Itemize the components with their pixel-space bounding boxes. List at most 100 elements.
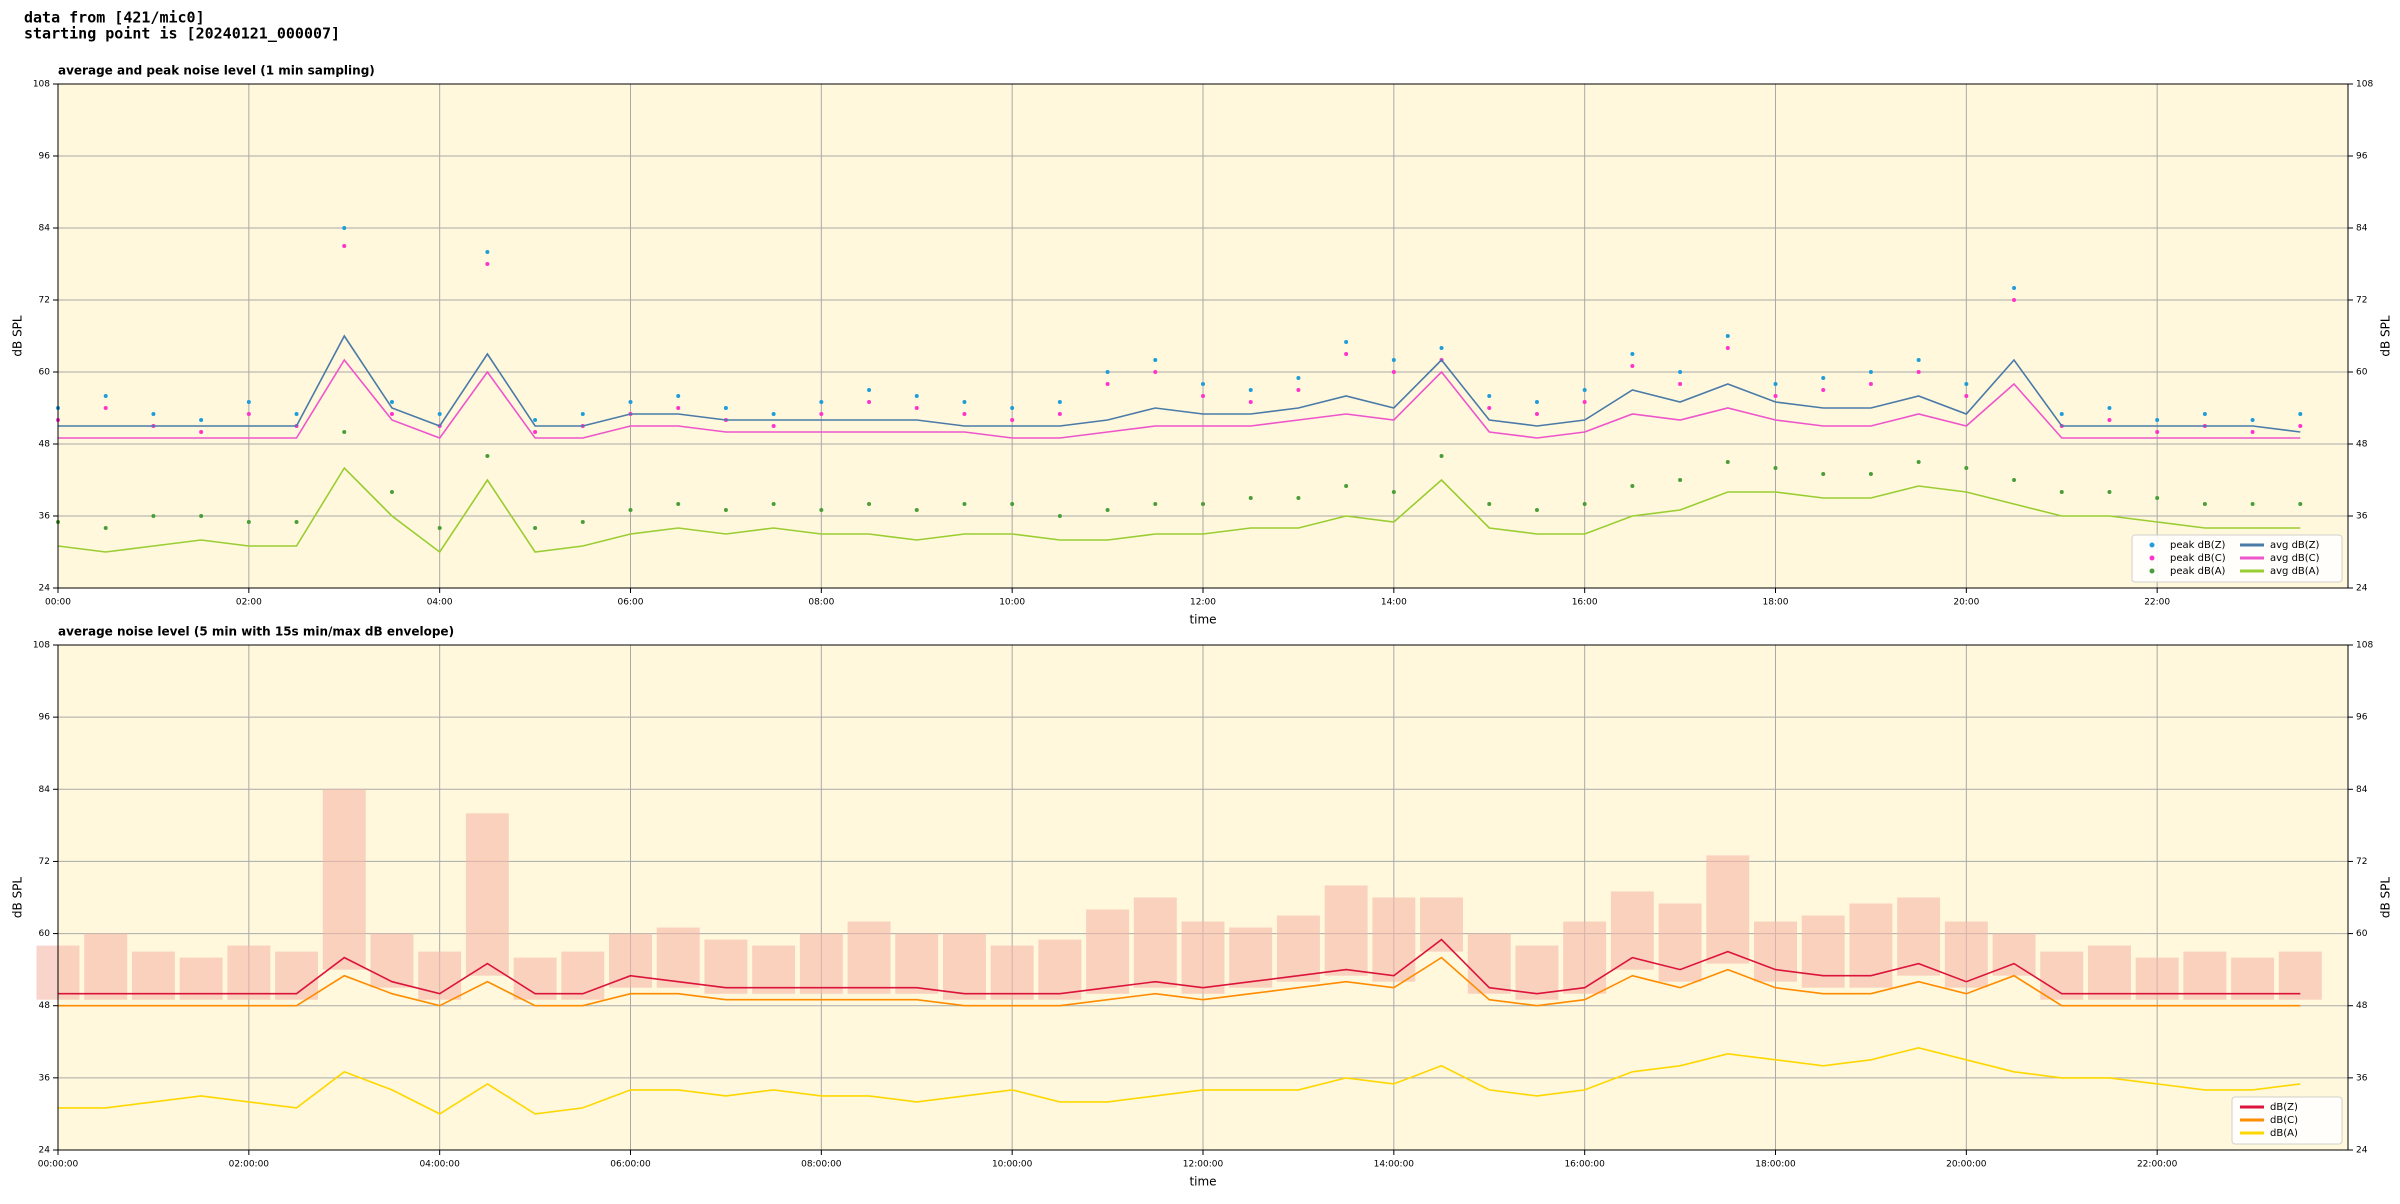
peak-point bbox=[1916, 358, 1921, 362]
envelope-band bbox=[2135, 957, 2179, 1000]
peak-point bbox=[1487, 394, 1492, 398]
x-tick-label: 20:00:00 bbox=[1946, 1160, 1987, 1170]
y-tick-label: 84 bbox=[39, 224, 51, 234]
peak-point bbox=[723, 508, 728, 512]
peak-point bbox=[1821, 376, 1826, 380]
peak-point bbox=[1487, 406, 1492, 410]
envelope-band bbox=[799, 933, 843, 994]
envelope-band bbox=[1038, 939, 1082, 1000]
envelope-band bbox=[179, 957, 223, 1000]
peak-point bbox=[580, 412, 585, 416]
x-tick-label: 14:00 bbox=[1381, 598, 1407, 608]
peak-point bbox=[199, 514, 204, 518]
x-tick-label: 14:00:00 bbox=[1374, 1160, 1415, 1170]
peak-point bbox=[1344, 352, 1349, 356]
x-tick-label: 04:00:00 bbox=[419, 1160, 460, 1170]
peak-point bbox=[1010, 406, 1015, 410]
peak-point bbox=[1201, 394, 1205, 398]
envelope-band bbox=[465, 813, 509, 976]
peak-point bbox=[389, 490, 394, 494]
envelope-band bbox=[131, 951, 175, 1000]
x-tick-label: 00:00:00 bbox=[38, 1160, 79, 1170]
peak-point bbox=[1439, 454, 1444, 458]
peak-point bbox=[1296, 376, 1301, 380]
x-tick-label: 08:00 bbox=[808, 598, 834, 608]
legend-label: avg dB(C) bbox=[2270, 553, 2320, 564]
envelope-band bbox=[227, 945, 271, 1000]
peak-point bbox=[1487, 502, 1492, 506]
peak-point bbox=[2202, 502, 2207, 506]
peak-point bbox=[2298, 412, 2303, 416]
legend-swatch bbox=[2149, 555, 2155, 561]
envelope-band bbox=[1181, 921, 1225, 994]
x-tick-label: 22:00 bbox=[2144, 598, 2170, 608]
y-tick-label: 72 bbox=[2356, 296, 2367, 306]
peak-point bbox=[1725, 346, 1730, 350]
peak-point bbox=[1821, 472, 1826, 476]
envelope-band bbox=[2278, 951, 2322, 1000]
x-tick-label: 18:00:00 bbox=[1755, 1160, 1796, 1170]
y-tick-label: 48 bbox=[2356, 440, 2368, 450]
legend-label: peak dB(C) bbox=[2170, 553, 2226, 564]
peak-point bbox=[294, 520, 299, 524]
peak-point bbox=[1296, 496, 1301, 500]
peak-point bbox=[1868, 472, 1873, 476]
x-axis-label: time bbox=[1189, 1175, 1216, 1189]
envelope-band bbox=[1324, 885, 1368, 976]
y-tick-label: 48 bbox=[39, 1001, 51, 1011]
peak-point bbox=[1678, 478, 1683, 482]
x-axis-label: time bbox=[1189, 613, 1216, 627]
peak-point bbox=[1582, 502, 1587, 506]
series-line bbox=[57, 466, 2301, 554]
peak-point bbox=[1105, 370, 1110, 374]
peak-point bbox=[1105, 508, 1110, 512]
envelope-band bbox=[2040, 951, 2084, 1000]
x-tick-label: 02:00:00 bbox=[229, 1160, 270, 1170]
peak-point bbox=[1391, 358, 1396, 362]
peak-point bbox=[867, 400, 872, 404]
y-tick-label: 60 bbox=[2356, 368, 2368, 378]
peak-point bbox=[1010, 418, 1015, 422]
legend-label: peak dB(A) bbox=[2170, 566, 2226, 577]
y-tick-label: 36 bbox=[2356, 1073, 2368, 1083]
peak-point bbox=[771, 424, 776, 428]
y-tick-label: 24 bbox=[2356, 584, 2368, 594]
envelope-band bbox=[418, 951, 462, 1000]
y-axis-label: dB SPL bbox=[11, 877, 25, 919]
peak-point bbox=[1201, 382, 1205, 386]
peak-point bbox=[2012, 286, 2017, 290]
series-line bbox=[58, 1046, 2301, 1115]
envelope-band bbox=[609, 933, 652, 988]
y-tick-label: 60 bbox=[2356, 929, 2368, 939]
peak-point bbox=[2012, 298, 2017, 302]
envelope-band bbox=[847, 921, 891, 994]
plot-frame bbox=[57, 83, 2349, 589]
peak-point bbox=[1391, 370, 1396, 374]
peak-point bbox=[628, 400, 633, 404]
envelope-band bbox=[1515, 945, 1559, 1000]
y-tick-label: 84 bbox=[2356, 785, 2368, 795]
envelope-band bbox=[704, 939, 748, 994]
peak-point bbox=[1773, 394, 1778, 398]
x-tick-label: 04:00 bbox=[427, 598, 453, 608]
peak-point bbox=[2155, 430, 2160, 434]
peak-point bbox=[485, 454, 490, 458]
legend-swatch bbox=[2149, 568, 2155, 574]
envelope-band bbox=[513, 957, 557, 1000]
peak-point bbox=[1964, 394, 1969, 398]
peak-point bbox=[2155, 418, 2160, 422]
peak-point bbox=[294, 412, 299, 416]
peak-point bbox=[723, 406, 728, 410]
envelope-band bbox=[1372, 897, 1416, 982]
peak-point bbox=[533, 430, 538, 434]
x-tick-label: 06:00:00 bbox=[610, 1160, 651, 1170]
legend-box bbox=[2131, 534, 2343, 583]
peak-point bbox=[1964, 382, 1969, 386]
y-tick-label: 108 bbox=[2356, 80, 2373, 90]
x-tick-label: 08:00:00 bbox=[801, 1160, 842, 1170]
envelope-band bbox=[1658, 903, 1702, 982]
peak-point bbox=[1057, 514, 1062, 518]
x-tick-label: 02:00 bbox=[236, 598, 262, 608]
